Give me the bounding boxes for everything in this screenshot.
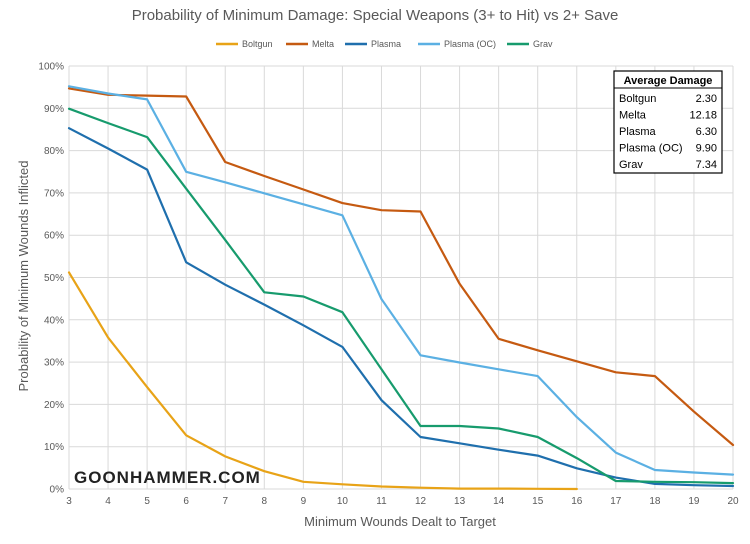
x-tick-label: 16: [571, 496, 583, 507]
x-tick-label: 4: [105, 496, 111, 507]
x-tick-label: 14: [493, 496, 505, 507]
x-tick-label: 12: [415, 496, 427, 507]
legend-label-plasma: Plasma: [371, 39, 401, 49]
x-tick-label: 9: [301, 496, 307, 507]
series-line-plasma-oc: [67, 85, 735, 476]
y-tick-label: 100%: [38, 62, 64, 73]
legend-label-grav: Grav: [533, 39, 553, 49]
x-tick-label: 18: [649, 496, 661, 507]
y-tick-label: 10%: [44, 442, 64, 453]
y-tick-label: 80%: [44, 146, 64, 157]
table-row-value: 12.18: [689, 110, 717, 122]
x-tick-label: 19: [688, 496, 700, 507]
y-tick-label: 20%: [44, 400, 64, 411]
x-tick-label: 20: [727, 496, 739, 507]
gridlines: [68, 65, 734, 490]
average-damage-table: Average Damage Boltgun 2.30 Melta 12.18 Plasm…: [613, 70, 723, 174]
x-tick-label: 17: [610, 496, 622, 507]
y-tick-label: 50%: [44, 273, 64, 284]
y-tick-label: 40%: [44, 315, 64, 326]
table-row-value: 6.30: [696, 126, 717, 138]
x-tick-label: 15: [532, 496, 544, 507]
x-axis-label: Minimum Wounds Dealt to Target: [304, 514, 496, 529]
series-line-melta: [67, 87, 735, 447]
series-group: [67, 85, 735, 491]
y-tick-label: 70%: [44, 188, 64, 199]
chart-title: Probability of Minimum Damage: Special W…: [132, 7, 619, 24]
legend: Boltgun Melta Plasma Plasma (OC) Grav: [216, 39, 553, 49]
x-tick-label: 8: [262, 496, 268, 507]
table-row-label: Boltgun: [619, 93, 656, 105]
legend-label-plasma-oc: Plasma (OC): [444, 39, 496, 49]
axes: 0% 10% 20% 30% 40% 50% 60% 70% 80% 90% 100% 3 4 5 6 7 8 9…: [38, 62, 739, 508]
watermark: GOONHAMMER.COM: [74, 468, 261, 487]
x-tick-label: 3: [66, 496, 72, 507]
legend-label-melta: Melta: [312, 39, 334, 49]
y-tick-label: 90%: [44, 104, 64, 115]
legend-label-boltgun: Boltgun: [242, 39, 273, 49]
series-line-grav: [67, 107, 735, 485]
table-row-label: Melta: [619, 110, 647, 122]
series-line-plasma: [67, 127, 735, 488]
x-tick-label: 13: [454, 496, 466, 507]
x-tick-label: 6: [183, 496, 189, 507]
y-tick-label: 60%: [44, 231, 64, 242]
table-row-value: 9.90: [696, 143, 717, 155]
x-tick-label: 11: [376, 496, 387, 507]
table-row-label: Grav: [619, 159, 643, 171]
table-row-label: Plasma: [619, 126, 657, 138]
table-row-value: 7.34: [696, 159, 717, 171]
table-row-label: Plasma (OC): [619, 143, 683, 155]
y-tick-label: 30%: [44, 358, 64, 369]
x-tick-label: 7: [222, 496, 228, 507]
series-line-boltgun: [67, 271, 578, 491]
y-tick-label: 0%: [50, 485, 65, 496]
table-row-value: 2.30: [696, 93, 717, 105]
y-axis-label: Probability of Minimum Wounds Inflicted: [16, 161, 31, 392]
table-header: Average Damage: [624, 75, 713, 87]
x-tick-label: 5: [144, 496, 150, 507]
x-tick-label: 10: [337, 496, 349, 507]
